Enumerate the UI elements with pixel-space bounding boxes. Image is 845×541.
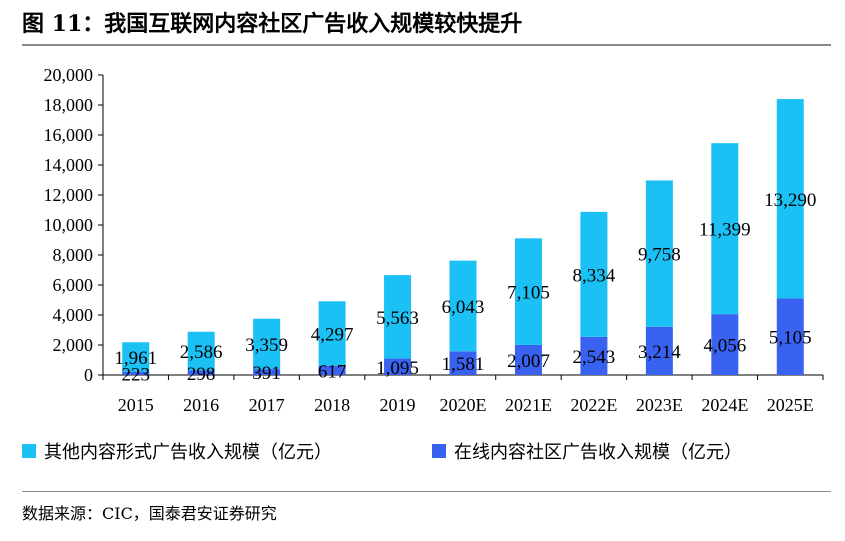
legend-item-other: 其他内容形式广告收入规模（亿元） — [22, 438, 332, 464]
y-tick-label: 10,000 — [44, 215, 94, 235]
data-label-other: 7,105 — [507, 283, 550, 304]
source-note: 数据来源：CIC，国泰君安证券研究 — [22, 504, 277, 523]
data-label-other: 4,297 — [311, 325, 354, 346]
data-label-other: 2,586 — [180, 342, 223, 363]
data-label-online: 5,105 — [769, 328, 812, 349]
data-label-other: 8,334 — [573, 265, 616, 286]
data-label-online: 223 — [121, 364, 150, 385]
x-tick-label: 2024E — [701, 395, 748, 415]
x-tick-label: 2020E — [440, 395, 487, 415]
x-tick-label: 2023E — [636, 395, 683, 415]
bar-online-segment — [514, 344, 542, 375]
title-rule — [22, 44, 831, 46]
bar-other-segment — [122, 342, 150, 372]
y-axis: 0 2,000 4,000 6,000 8,000 10,000 12,000 14,000 1… — [44, 65, 104, 385]
data-label-online: 1,581 — [442, 354, 485, 375]
y-tick-label: 2,000 — [53, 335, 94, 355]
x-tick-label: 2015 — [118, 395, 154, 415]
data-label-online: 617 — [318, 361, 347, 382]
y-tick-label: 18,000 — [44, 95, 94, 115]
x-tick-label: 2017 — [249, 395, 285, 415]
bar-other-segment — [253, 318, 281, 370]
y-tick-label: 12,000 — [44, 185, 94, 205]
x-tick-label: 2016 — [183, 395, 219, 415]
bar-other-segment — [514, 238, 542, 345]
legend-swatch-online — [432, 444, 446, 458]
bar-online-segment — [253, 369, 281, 375]
data-label-online: 298 — [187, 364, 216, 385]
bar-online-segment — [187, 370, 215, 375]
bar-other-segment — [318, 301, 346, 366]
bars — [122, 99, 804, 375]
chart-title: 图 11：我国互联网内容社区广告收入规模较快提升 — [22, 11, 523, 37]
x-axis: 2015 2016 2017 2018 2019 2020E 2021E 2022E 2023E… — [102, 374, 824, 415]
legend-item-online: 在线内容社区广告收入规模（亿元） — [432, 438, 742, 464]
data-label-online: 1,095 — [376, 358, 419, 379]
legend: 其他内容形式广告收入规模（亿元） 在线内容社区广告收入规模（亿元） — [0, 438, 845, 468]
x-tick-label: 2021E — [505, 395, 552, 415]
data-label-online: 3,214 — [638, 342, 681, 363]
data-label-online: 4,056 — [703, 336, 746, 357]
y-tick-label: 4,000 — [53, 305, 94, 325]
data-label-other: 3,359 — [245, 335, 288, 356]
y-tick-label: 20,000 — [44, 65, 94, 85]
x-tick-label: 2018 — [314, 395, 350, 415]
bar-other-segment — [449, 260, 477, 352]
legend-label-online: 在线内容社区广告收入规模（亿元） — [454, 442, 742, 463]
bar-online-segment — [318, 365, 346, 375]
bar-other-segment — [776, 99, 804, 299]
y-tick-label: 16,000 — [44, 125, 94, 145]
data-label-online: 2,543 — [573, 347, 616, 368]
bar-online-segment — [711, 314, 739, 375]
bar-online-segment — [449, 351, 477, 375]
x-tick-label: 2022E — [570, 395, 617, 415]
data-label-online: 2,007 — [507, 351, 550, 372]
stacked-bar-chart: 0 2,000 4,000 6,000 8,000 10,000 12,000 14,000 1… — [44, 65, 824, 415]
bar-other-segment — [580, 211, 608, 337]
y-tick-label: 14,000 — [44, 155, 94, 175]
legend-label-other: 其他内容形式广告收入规模（亿元） — [44, 442, 332, 463]
y-tick-label: 6,000 — [53, 275, 94, 295]
bar-online-segment — [122, 371, 150, 375]
bar-other-segment — [187, 331, 215, 371]
source-rule — [22, 491, 831, 492]
data-label-other: 6,043 — [442, 297, 485, 318]
data-label-other: 13,290 — [764, 190, 816, 211]
data-label-other: 1,961 — [114, 348, 157, 369]
y-tick-label: 8,000 — [53, 245, 94, 265]
bar-other-segment — [384, 275, 412, 359]
x-tick-label: 2019 — [380, 395, 416, 415]
bar-online-segment — [776, 298, 804, 375]
data-label-other: 5,563 — [376, 308, 419, 329]
bar-online-segment — [580, 336, 608, 375]
x-tick-label: 2025E — [767, 395, 814, 415]
legend-swatch-other — [22, 444, 36, 458]
data-label-online: 391 — [252, 363, 281, 384]
bar-online-segment — [384, 358, 412, 375]
bar-other-segment — [711, 143, 739, 315]
bar-other-segment — [645, 180, 673, 327]
y-tick-label: 0 — [84, 365, 93, 385]
bar-online-segment — [645, 326, 673, 375]
data-label-other: 11,399 — [699, 220, 751, 241]
data-label-other: 9,758 — [638, 245, 681, 266]
